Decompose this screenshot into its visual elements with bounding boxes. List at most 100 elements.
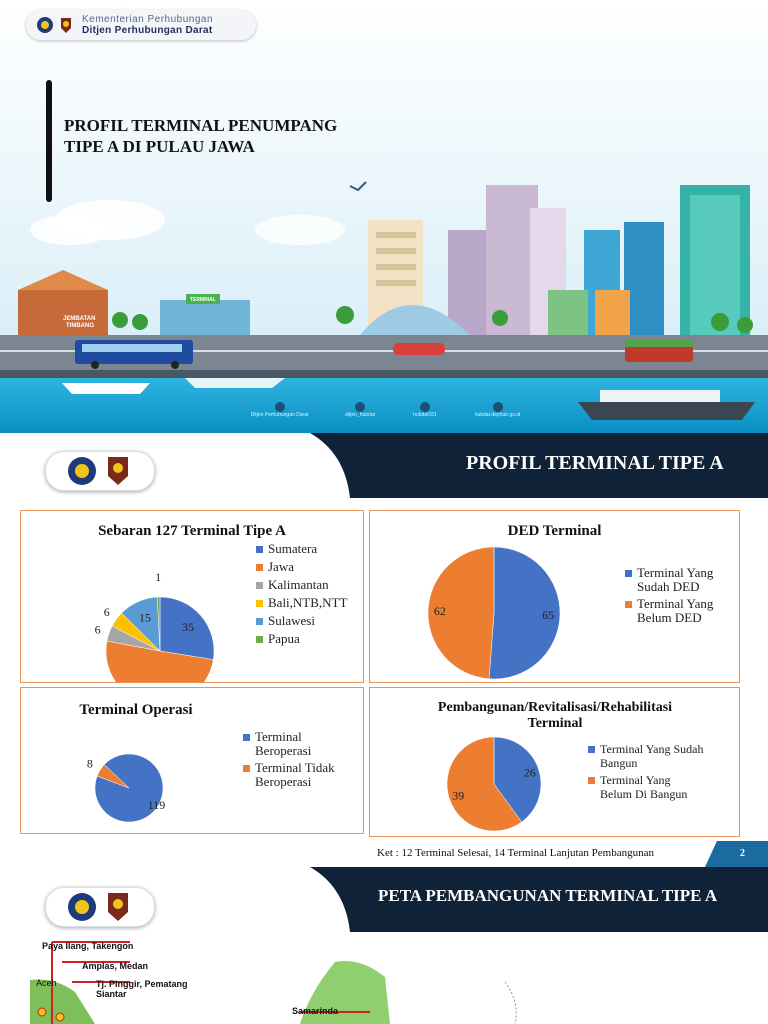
legend-entry: Jawa — [256, 560, 347, 574]
map-label: Tj. Pinggir, Pematang Siantar — [96, 979, 188, 999]
legend-swatch — [243, 765, 250, 772]
sign-timbang: TIMBANG — [66, 323, 94, 329]
chart-legend: Terminal Beroperasi Terminal Tidak Berope… — [243, 730, 360, 792]
pie-slice — [488, 546, 561, 680]
chart-title: Sebaran 127 Terminal Tipe A — [98, 523, 286, 539]
chart-title: Terminal Operasi — [79, 702, 193, 718]
legend-swatch — [625, 570, 632, 577]
slice-label: 26 — [524, 765, 536, 779]
legend-entry: Kalimantan — [256, 578, 347, 592]
pie-chart-ded: 65 62 — [427, 546, 561, 680]
pie-slice — [427, 546, 495, 680]
slice-label: 15 — [139, 610, 151, 624]
legend-label: Terminal Yang Sudah Bangun — [600, 742, 704, 770]
legend-label: Sumatera — [268, 541, 318, 556]
legend-swatch — [588, 777, 595, 784]
legend-label: Terminal Tidak Beroperasi — [255, 760, 335, 789]
ministry-logos — [68, 893, 128, 921]
chart-panel-sebaran: Sebaran 127 Terminal Tipe A 35 64 66 15 1 Su… — [20, 510, 364, 683]
legend-entry: Terminal Yang Belum Di Bangun — [588, 773, 705, 801]
cover-title-line2: TIPE A DI PULAU JAWA — [64, 137, 255, 156]
slide-heading: PROFIL TERMINAL TIPE A — [466, 452, 724, 474]
slice-label: 119 — [148, 798, 166, 812]
legend-label: Jawa — [268, 559, 294, 574]
social-twitter[interactable]: hubdat151 — [395, 402, 455, 418]
pie-chart-pembangunan: 26 39 — [446, 736, 542, 832]
slice-label: 6 — [104, 605, 110, 619]
legend-entry: Terminal Yang Belum DED — [625, 597, 739, 625]
legend-label: Papua — [268, 631, 300, 646]
web-icon — [492, 402, 503, 412]
legend-swatch — [625, 601, 632, 608]
title-accent-bar — [46, 80, 52, 202]
legend-entry: Sulawesi — [256, 614, 347, 628]
slide-heading: PETA PEMBANGUNAN TERMINAL TIPE A — [378, 886, 718, 905]
legend-label: Sulawesi — [268, 613, 315, 628]
slice-label: 6 — [95, 622, 101, 636]
legend-entry: Terminal Yang Sudah Bangun — [588, 742, 705, 770]
chart-panel-operasi: Terminal Operasi 119 8 Terminal Beroperas… — [20, 687, 364, 834]
directorate-name: Ditjen Perhubungan Darat — [82, 25, 213, 36]
slice-label: 39 — [452, 789, 464, 803]
pie-slice — [493, 736, 542, 823]
map-slide: PETA PEMBANGUNAN TERMINAL TIPE A Paya Il… — [0, 867, 768, 1024]
legend-swatch — [588, 746, 595, 753]
legend-entry: Papua — [256, 632, 347, 646]
legend-swatch — [256, 546, 263, 553]
facebook-icon — [274, 402, 285, 412]
cover-slide: JEMBATAN TIMBANG TERMINAL Kementerian Pe… — [0, 0, 768, 433]
profile-slide: PROFIL TERMINAL TIPE A Sebaran 127 Termi… — [0, 433, 768, 867]
map-label: Paya Ilang, Takengon — [42, 941, 134, 951]
page-number: 2 — [740, 848, 745, 859]
legend-swatch — [256, 564, 263, 571]
cover-title: PROFIL TERMINAL PENUMPANG TIPE A DI PULA… — [64, 115, 394, 157]
map-label: Samarinda — [292, 1006, 339, 1016]
legend-label: Terminal Yang Sudah DED — [637, 565, 714, 594]
chart-panel-pembangunan: Pembangunan/Revitalisasi/Rehabilitasi Te… — [369, 687, 740, 837]
legend-swatch — [256, 582, 263, 589]
logo-pill — [45, 451, 155, 491]
pie-chart-sebaran: 35 64 66 15 1 — [95, 570, 215, 682]
legend-entry: Terminal Beroperasi — [243, 730, 360, 758]
slice-label: 8 — [87, 757, 93, 771]
legend-label: Terminal Yang Belum DED — [637, 596, 714, 625]
pie-slice — [105, 640, 214, 682]
social-instagram[interactable]: ditjen_hubdat — [330, 402, 390, 418]
chart-legend: Terminal Yang Sudah DED Terminal Yang Bel… — [625, 566, 739, 628]
map-label: Aceh — [36, 978, 57, 988]
legend-swatch — [256, 618, 263, 625]
social-web[interactable]: hubdat.dephub.go.id — [460, 402, 535, 418]
ministry-name: Kementerian Perhubungan — [82, 14, 214, 25]
city-illustration: JEMBATAN TIMBANG TERMINAL — [0, 0, 768, 433]
slice-label: 65 — [542, 608, 554, 622]
slice-label: 62 — [434, 604, 446, 618]
legend-label: Terminal Beroperasi — [255, 729, 312, 758]
legend-entry: Terminal Tidak Beroperasi — [243, 761, 360, 789]
sign-terminal: TERMINAL — [190, 297, 216, 303]
legend-entry: Terminal Yang Sudah DED — [625, 566, 739, 594]
legend-entry: Sumatera — [256, 542, 347, 556]
indonesia-map — [30, 941, 517, 1024]
legend-swatch — [256, 600, 263, 607]
slice-label: 35 — [182, 620, 194, 634]
pie-slice — [159, 596, 215, 660]
legend-entry: Bali,NTB,NTT — [256, 596, 347, 610]
sign-jembatan: JEMBATAN — [63, 316, 95, 322]
ministry-logos — [37, 17, 71, 33]
chart-title: DED Terminal — [507, 523, 602, 539]
pie-slice — [446, 736, 522, 832]
slice-label: 1 — [155, 570, 161, 584]
footnote: Ket : 12 Terminal Selesai, 14 Terminal L… — [377, 847, 654, 859]
legend-swatch — [256, 636, 263, 643]
chart-panel-ded: DED Terminal 65 62 Terminal Yang Sudah DE… — [369, 510, 740, 683]
page-number-badge — [705, 841, 768, 867]
instagram-icon — [355, 402, 365, 412]
social-facebook[interactable]: Ditjen Perhubungan Darat — [242, 402, 317, 418]
chart-legend: Sumatera Jawa Kalimantan Bali,NTB,NTT Sulawe… — [256, 542, 347, 650]
legend-label: Terminal Yang Belum Di Bangun — [600, 773, 688, 801]
legend-label: Kalimantan — [268, 577, 329, 592]
pie-chart-operasi: 119 8 — [87, 753, 166, 823]
pie-slice — [96, 764, 130, 789]
logo-pill — [45, 887, 155, 927]
map-label: Amplas, Medan — [82, 961, 149, 971]
